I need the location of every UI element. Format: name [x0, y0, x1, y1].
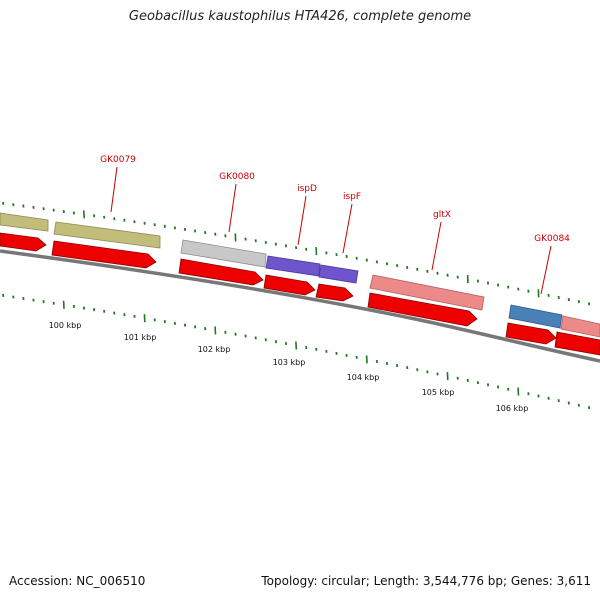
cds-arrow-gk0079[interactable] — [51, 240, 157, 269]
genome-backbone — [0, 249, 600, 363]
cds-track — [0, 232, 600, 356]
gene-bar-gltx[interactable] — [369, 274, 485, 311]
accession-text: Accession: NC_006510 — [9, 574, 146, 588]
scale-label-103kbp: 103 kbp — [273, 358, 306, 367]
feature-track — [0, 212, 600, 338]
gene-bar-gk0080[interactable] — [180, 239, 267, 268]
cds-arrow-ispd[interactable] — [263, 274, 316, 296]
scale-label-101kbp: 101 kbp — [124, 333, 157, 342]
scale-label-106kbp: 106 kbp — [496, 404, 529, 413]
gene-bar-gk0079[interactable] — [53, 221, 161, 249]
gene-label-ispd[interactable]: ispD — [297, 184, 317, 194]
cds-arrow-next[interactable] — [554, 331, 600, 356]
gene-bar-ispf[interactable] — [318, 264, 359, 284]
gene-bar-next[interactable] — [560, 315, 600, 338]
gc-content-track-lower — [2, 293, 591, 410]
gene-label-gk0079[interactable]: GK0079 — [100, 155, 136, 165]
summary-text: Topology: circular; Length: 3,544,776 bp… — [261, 574, 591, 588]
gene-labels: GK0079 GK0080 ispD ispF gltX GK0084 — [100, 155, 570, 295]
gene-bar-gk0084[interactable] — [508, 304, 563, 329]
cds-arrow-ispf[interactable] — [315, 283, 354, 302]
gene-label-ispf[interactable]: ispF — [343, 192, 361, 202]
scale-label-102kbp: 102 kbp — [198, 345, 231, 354]
gene-label-gk0080[interactable]: GK0080 — [219, 172, 255, 182]
cds-arrow[interactable] — [0, 232, 47, 252]
cds-arrow-gk0084[interactable] — [505, 322, 557, 345]
scale-label-104kbp: 104 kbp — [347, 373, 380, 382]
scale-label-100kbp: 100 kbp — [49, 321, 82, 330]
cds-arrow-gltx[interactable] — [367, 292, 478, 327]
gene-bar-partial[interactable] — [0, 212, 49, 232]
gc-content-track-upper — [2, 201, 591, 306]
cds-arrow-gk0080[interactable] — [178, 258, 264, 286]
gene-label-gk0084[interactable]: GK0084 — [534, 234, 570, 244]
gene-label-gltx[interactable]: gltX — [433, 210, 451, 220]
scale-labels: 100 kbp 101 kbp 102 kbp 103 kbp 104 kbp … — [49, 321, 529, 413]
scale-label-105kbp: 105 kbp — [422, 388, 455, 397]
map-title: Geobacillus kaustophilus HTA426, complet… — [128, 9, 472, 24]
gene-bar-ispd[interactable] — [265, 255, 321, 277]
